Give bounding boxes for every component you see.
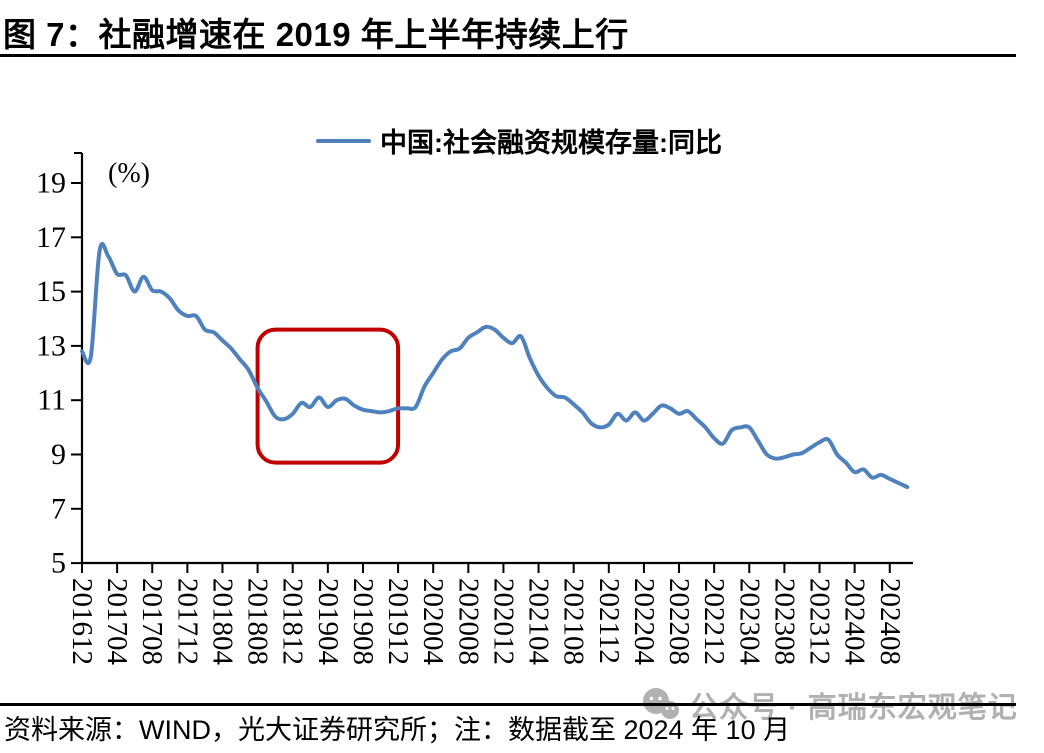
x-axis-tick-label: 202108 bbox=[558, 578, 590, 665]
y-axis-tick-label: 5 bbox=[51, 547, 66, 580]
x-axis-tick-label: 202008 bbox=[452, 578, 484, 665]
x-axis-tick-label: 201812 bbox=[277, 578, 309, 665]
x-axis-tick-label: 201704 bbox=[101, 578, 133, 666]
y-axis-tick-label: 13 bbox=[36, 329, 66, 362]
axes bbox=[80, 153, 913, 565]
x-axis-tick-label: 202212 bbox=[698, 578, 730, 665]
y-axis-unit-label: (%) bbox=[108, 158, 150, 189]
x-axis-tick-label: 202004 bbox=[417, 578, 449, 666]
watermark-text: 公众号 · 高瑞东宏观笔记 bbox=[689, 692, 1018, 724]
y-axis-tick-label: 15 bbox=[36, 275, 66, 308]
x-axis-tick-label: 201612 bbox=[66, 578, 98, 665]
y-axis-tick-label: 11 bbox=[37, 384, 66, 417]
x-axis-tick-label: 202104 bbox=[523, 578, 555, 666]
x-axis-tick-label: 201712 bbox=[171, 578, 203, 665]
x-axis-tick-label: 202308 bbox=[768, 578, 800, 665]
legend-line-swatch bbox=[316, 138, 371, 143]
x-axis-tick-label: 201904 bbox=[312, 578, 344, 666]
source-note: 资料来源：WIND，光大证券研究所；注：数据截至 2024 年 10 月 bbox=[4, 715, 791, 745]
x-axis-tick-label: 202112 bbox=[593, 578, 625, 664]
legend: 中国:社会融资规模存量:同比 bbox=[316, 121, 722, 160]
series-line-path bbox=[80, 242, 910, 490]
x-axis-tick-label: 201912 bbox=[382, 578, 414, 665]
x-axis-tick-label: 202012 bbox=[487, 578, 519, 665]
footer-divider bbox=[0, 703, 1016, 706]
x-axis-tick-label: 201808 bbox=[242, 578, 274, 665]
x-axis-tick-label: 202208 bbox=[663, 578, 695, 665]
x-axis-tick-label: 202312 bbox=[804, 578, 836, 665]
x-axis-tick-label: 202304 bbox=[733, 578, 765, 666]
x-axis-tick-label: 202204 bbox=[628, 578, 660, 666]
x-axis-tick-label: 201708 bbox=[136, 578, 168, 665]
y-axis-tick-label: 7 bbox=[51, 492, 66, 525]
x-axis-tick-label: 202408 bbox=[874, 578, 906, 665]
title-divider bbox=[0, 54, 1016, 57]
y-axis-tick-label: 9 bbox=[51, 438, 66, 471]
figure-title: 图 7：社融增速在 2019 年上半年持续上行 bbox=[3, 16, 629, 53]
annotation-box-2019h1 bbox=[255, 327, 401, 465]
y-axis-tick-label: 17 bbox=[36, 221, 66, 254]
legend-label: 中国:社会融资规模存量:同比 bbox=[380, 128, 722, 158]
x-axis-tick-label: 202404 bbox=[839, 578, 871, 666]
y-axis-tick-label: 19 bbox=[36, 167, 66, 200]
x-axis-tick-label: 201908 bbox=[347, 578, 379, 665]
x-axis-tick-label: 201804 bbox=[206, 578, 238, 666]
